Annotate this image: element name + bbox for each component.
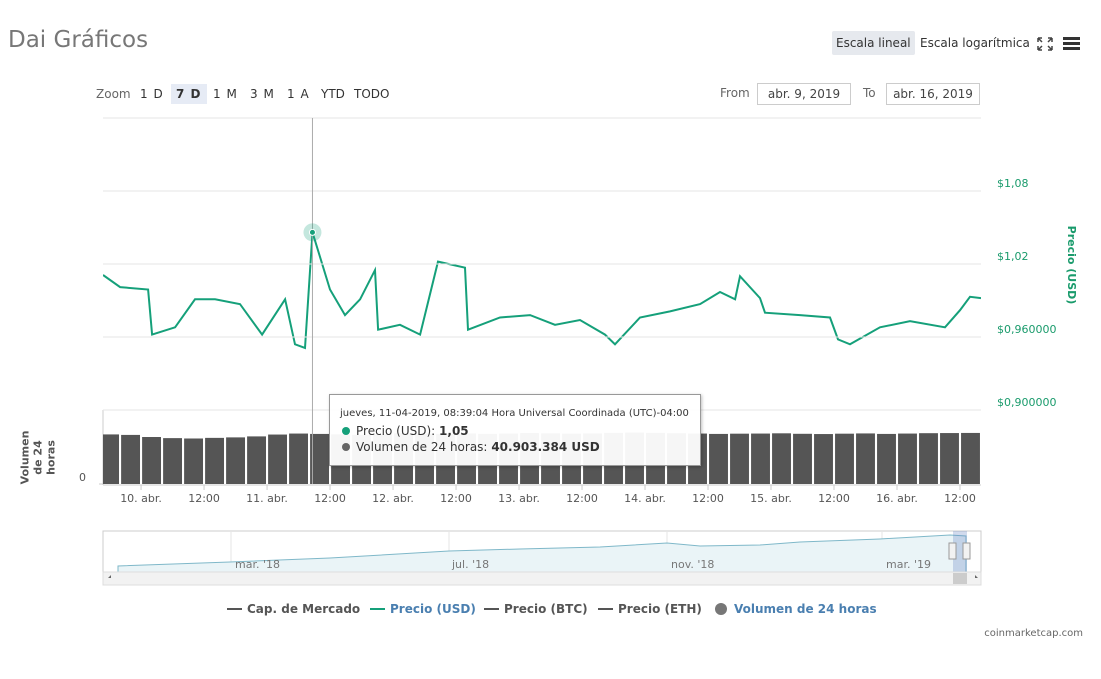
x-tick-label: 12:00 [188, 492, 220, 505]
volume-bar [247, 436, 267, 484]
x-tick-label: 15. abr. [750, 492, 792, 505]
volume-bar [289, 433, 308, 484]
volume-bar [310, 433, 329, 484]
tooltip-row: Precio (USD): 1,05 [342, 424, 469, 438]
x-tick-label: 12:00 [692, 492, 724, 505]
volume-bar [919, 433, 938, 484]
volume-bar [940, 433, 959, 484]
plot-area [103, 232, 981, 484]
volume-bar [103, 434, 120, 484]
volume-bar [184, 438, 204, 484]
zoom-button[interactable]: TODO [354, 87, 390, 101]
legend-label[interactable]: Precio (USD) [390, 602, 476, 616]
navigator-handle[interactable] [948, 542, 957, 560]
x-tick-label: 12:00 [818, 492, 850, 505]
page-title: Dai Gráficos [8, 27, 149, 53]
y-tick-label: $1,08 [997, 177, 1029, 190]
volume-bar [730, 433, 749, 484]
volume-bar [121, 434, 141, 484]
tooltip-date: jueves, 11-04-2019, 08:39:04 Hora Univer… [340, 408, 689, 419]
volume-bar [814, 434, 833, 484]
tooltip-dot [342, 443, 350, 451]
navigator-selection [953, 531, 967, 572]
scale-button[interactable]: Escala logarítmica [920, 36, 1030, 50]
navigator-label: jul. '18 [451, 558, 489, 571]
zoom-button[interactable]: 3 M [250, 87, 275, 101]
x-tick-label: 12:00 [944, 492, 976, 505]
y-tick-label: 0 [79, 471, 86, 484]
scrollbar[interactable] [102, 571, 982, 586]
x-tick-label: 12:00 [566, 492, 598, 505]
volume-bar [751, 433, 770, 484]
x-tick-label: 11. abr. [246, 492, 288, 505]
tooltip: jueves, 11-04-2019, 08:39:04 Hora Univer… [329, 394, 701, 466]
legend-label[interactable]: Cap. de Mercado [247, 602, 360, 616]
volume-bar [793, 433, 812, 484]
zoom-button[interactable]: 1 A [287, 87, 310, 101]
zoom-label: Zoom [96, 87, 131, 101]
volume-bar [205, 437, 225, 484]
y-axis-title: Precio (USD) [1065, 226, 1078, 305]
y-tick-label: $0,900000 [997, 396, 1057, 409]
volume-bar [709, 433, 728, 484]
from-input[interactable]: abr. 9, 2019 [757, 83, 851, 105]
volume-bar [142, 437, 162, 484]
navigator-handle[interactable] [962, 542, 971, 560]
hover-point [308, 228, 316, 236]
tooltip-row: Volumen de 24 horas: 40.903.384 USD [342, 440, 600, 454]
to-label: To [863, 86, 876, 100]
tooltip-label: Volumen de 24 horas: [356, 440, 488, 454]
volume-bar [961, 432, 980, 484]
zoom-button[interactable]: 1 D [140, 87, 164, 101]
volume-bar [226, 437, 246, 484]
scrollbar-thumb[interactable] [953, 573, 967, 584]
volume-axis-title: Volumen de 24 horas [18, 430, 58, 485]
x-tick-label: 10. abr. [120, 492, 162, 505]
scale-button[interactable]: Escala lineal [832, 31, 915, 55]
volume-bar [856, 433, 875, 484]
menu-icon[interactable] [1063, 37, 1080, 50]
volume-bar [898, 433, 917, 484]
price-line [103, 232, 981, 350]
x-tick-label: 16. abr. [876, 492, 918, 505]
navigator-label: nov. '18 [671, 558, 714, 571]
x-tick-label: 14. abr. [624, 492, 666, 505]
tooltip-dot [342, 427, 350, 435]
tooltip-label: Precio (USD): [356, 424, 436, 438]
tooltip-value: 1,05 [439, 424, 469, 438]
x-tick-label: 12. abr. [372, 492, 414, 505]
y-tick-label: $0,960000 [997, 323, 1057, 336]
credit: coinmarketcap.com [984, 628, 1083, 639]
zoom-button[interactable]: 1 M [213, 87, 238, 101]
to-input[interactable]: abr. 16, 2019 [886, 83, 980, 105]
tooltip-value: 40.903.384 USD [491, 440, 600, 454]
fullscreen-icon[interactable] [1037, 37, 1053, 51]
from-label: From [720, 86, 750, 100]
x-tick-label: 12:00 [440, 492, 472, 505]
volume-bar [877, 433, 896, 484]
legend-label[interactable]: Precio (BTC) [504, 602, 588, 616]
x-tick-label: 13. abr. [498, 492, 540, 505]
navigator-label: mar. '19 [886, 558, 931, 571]
volume-bar [772, 433, 791, 484]
x-tick-label: 12:00 [314, 492, 346, 505]
volume-bar [163, 438, 183, 484]
volume-bar [268, 434, 287, 484]
legend-marker[interactable] [715, 603, 727, 615]
volume-bar [835, 433, 854, 484]
y-tick-label: $1,02 [997, 250, 1029, 263]
navigator-series [117, 534, 967, 573]
zoom-button[interactable]: YTD [321, 87, 345, 101]
navigator-label: mar. '18 [235, 558, 280, 571]
zoom-button[interactable]: 7 D [171, 84, 207, 104]
legend-label[interactable]: Precio (ETH) [618, 602, 702, 616]
legend-label[interactable]: Volumen de 24 horas [734, 602, 877, 616]
